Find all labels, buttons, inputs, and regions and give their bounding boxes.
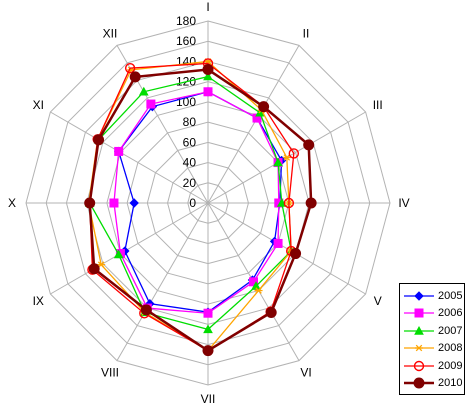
data-point xyxy=(146,99,156,109)
data-point xyxy=(124,62,136,74)
data-point xyxy=(93,134,105,146)
category-label: X xyxy=(8,196,16,210)
radial-tick-label: 140 xyxy=(176,54,196,68)
data-point xyxy=(203,87,213,97)
data-point xyxy=(97,261,106,268)
data-point xyxy=(129,198,139,208)
category-label: II xyxy=(303,26,310,40)
legend-swatch xyxy=(404,308,434,318)
legend-swatch xyxy=(404,325,434,335)
data-point xyxy=(265,306,277,318)
data-point xyxy=(202,345,214,357)
radial-tick-label: 40 xyxy=(183,156,197,170)
data-point xyxy=(414,325,424,335)
data-point xyxy=(114,146,124,156)
data-point xyxy=(84,197,96,209)
category-label: VI xyxy=(300,366,311,380)
data-point xyxy=(414,291,424,301)
legend-entry: 2005 xyxy=(404,287,464,305)
data-point xyxy=(88,263,100,275)
grid-spoke xyxy=(207,45,300,204)
data-point xyxy=(273,157,283,167)
radial-tick-label: 60 xyxy=(183,135,197,149)
data-point xyxy=(203,71,213,81)
series-2010 xyxy=(84,64,317,357)
data-point xyxy=(283,197,295,209)
legend-label: 2006 xyxy=(438,307,463,320)
legend-label: 2009 xyxy=(438,359,463,372)
legend-swatch xyxy=(404,344,434,352)
data-point xyxy=(258,101,270,113)
data-point xyxy=(203,308,213,318)
radial-tick-label: 80 xyxy=(183,115,197,129)
series-line xyxy=(88,68,313,353)
data-point xyxy=(138,86,149,96)
grid-spoke xyxy=(50,111,209,204)
legend-swatch xyxy=(404,291,434,301)
legend-entry: 2006 xyxy=(404,305,464,323)
category-label: VIII xyxy=(101,366,119,380)
data-point xyxy=(203,324,213,334)
data-point xyxy=(290,248,302,260)
legend-entry: 2010 xyxy=(404,375,464,393)
data-point xyxy=(303,139,315,151)
legend-label: 2008 xyxy=(438,342,463,355)
data-point xyxy=(415,344,423,352)
data-point xyxy=(282,154,291,161)
data-point xyxy=(109,198,119,208)
grid-spoke xyxy=(50,202,209,295)
legend-label: 2010 xyxy=(438,377,463,390)
category-label: XI xyxy=(33,98,44,112)
legend-entry: 2009 xyxy=(404,357,464,375)
legend-label: 2005 xyxy=(438,289,463,302)
legend-label: 2007 xyxy=(438,324,463,337)
series-plot-area xyxy=(84,58,317,357)
legend-swatch xyxy=(404,360,434,371)
radial-tick-label: 160 xyxy=(176,34,196,48)
legend-swatch xyxy=(404,377,434,389)
legend: 2005 2006 2007 2008 2009 2010 xyxy=(399,283,465,395)
category-label: IX xyxy=(33,294,44,308)
grid-spoke xyxy=(116,202,209,361)
data-point xyxy=(254,287,263,294)
data-point xyxy=(113,249,124,259)
data-point xyxy=(273,238,283,248)
data-point xyxy=(305,197,317,209)
category-label: V xyxy=(374,294,382,308)
radial-tick-label: 180 xyxy=(176,14,196,28)
radial-tick-label: 0 xyxy=(189,196,196,210)
data-point xyxy=(413,377,425,389)
legend-entry: 2007 xyxy=(404,322,464,340)
data-point xyxy=(413,360,425,371)
data-point xyxy=(288,148,300,159)
category-label: VII xyxy=(201,392,216,406)
data-point xyxy=(140,304,152,316)
category-label: XII xyxy=(103,26,118,40)
radial-tick-label: 20 xyxy=(183,176,197,190)
data-point xyxy=(129,71,141,83)
data-point xyxy=(202,64,214,76)
data-point xyxy=(414,308,424,318)
category-label: IV xyxy=(398,196,409,210)
data-point xyxy=(251,281,261,290)
category-label: III xyxy=(373,98,383,112)
category-label: I xyxy=(206,0,209,14)
legend-entry: 2008 xyxy=(404,340,464,358)
